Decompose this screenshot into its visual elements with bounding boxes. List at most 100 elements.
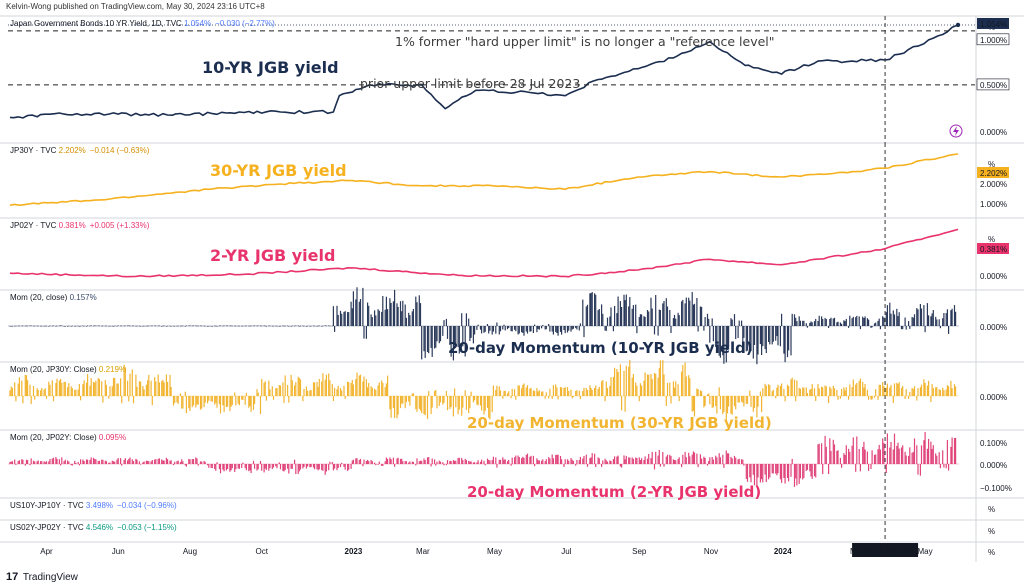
price-label[interactable]: 0.381% <box>977 243 1009 254</box>
momentum-bar <box>589 385 591 396</box>
momentum-bar <box>926 448 928 464</box>
price-label[interactable]: 2.000% <box>980 180 1007 189</box>
crosshair-time-label[interactable]: Thu 28 Mar '24 <box>852 543 919 557</box>
momentum-bar <box>703 456 705 464</box>
momentum-bar <box>43 389 45 396</box>
momentum-bar <box>70 326 72 327</box>
momentum-bar <box>624 396 626 412</box>
momentum-bar <box>641 458 643 464</box>
momentum-bar <box>275 464 277 467</box>
momentum-bar <box>752 396 754 412</box>
pane-legend-mom10[interactable]: Mom (20, close) 0.157% <box>10 293 97 302</box>
momentum-bar <box>638 317 640 326</box>
momentum-bar <box>331 383 333 396</box>
momentum-bar <box>728 326 730 348</box>
momentum-bar <box>390 459 392 464</box>
price-label[interactable]: 1.000% <box>976 33 1010 46</box>
momentum-bar <box>424 396 426 416</box>
momentum-bar <box>790 379 792 396</box>
momentum-bar <box>297 376 299 396</box>
price-label[interactable]: 1.000% <box>980 200 1007 209</box>
momentum-bar <box>339 310 342 326</box>
momentum-bar <box>387 459 389 464</box>
momentum-bar <box>188 459 190 464</box>
price-label[interactable]: 0.500% <box>976 78 1010 91</box>
momentum-bar <box>537 326 539 329</box>
momentum-bar <box>450 396 452 408</box>
momentum-bar <box>17 460 19 464</box>
momentum-bar <box>476 462 478 464</box>
momentum-bar <box>629 297 631 326</box>
momentum-bar <box>781 313 783 326</box>
momentum-bar <box>502 326 504 330</box>
momentum-bar <box>521 326 523 333</box>
pane-legend-us10jp10[interactable]: US10Y-JP10Y · TVC 3.498% −0.034 (−0.96%) <box>10 501 177 510</box>
momentum-bar <box>537 460 539 464</box>
momentum-bar <box>589 293 591 326</box>
price-label[interactable]: 1.054% <box>977 17 1009 29</box>
momentum-bar <box>793 464 796 487</box>
momentum-bar <box>321 326 323 327</box>
tradingview-brand[interactable]: 17 TradingView <box>6 571 78 583</box>
momentum-bar <box>404 304 406 326</box>
momentum-bar <box>606 461 609 464</box>
price-label[interactable]: 0.100% <box>980 439 1007 448</box>
price-label[interactable]: 0.000% <box>980 323 1007 332</box>
momentum-bar <box>344 396 346 399</box>
momentum-bar <box>563 464 565 467</box>
momentum-bar <box>329 380 331 396</box>
momentum-bar <box>658 368 660 396</box>
momentum-bar <box>646 458 649 464</box>
price-label[interactable]: 2.202% <box>977 167 1009 178</box>
momentum-bar <box>897 383 899 396</box>
momentum-bar <box>830 450 832 464</box>
momentum-bar <box>377 464 379 465</box>
price-label[interactable]: 0.000% <box>980 128 1007 137</box>
momentum-bar <box>458 396 460 410</box>
momentum-bar <box>529 326 531 332</box>
momentum-bar <box>431 458 433 464</box>
momentum-bar <box>430 396 432 414</box>
momentum-bar <box>741 459 743 464</box>
time-tick-label: Mar <box>416 547 430 556</box>
momentum-bar <box>502 396 504 399</box>
momentum-bar <box>552 326 554 335</box>
momentum-bar <box>597 310 599 326</box>
momentum-bar <box>902 445 904 464</box>
pane-legend-mom2[interactable]: Mom (20, JP02Y: Close) 0.095% <box>10 433 126 442</box>
lightning-icon[interactable] <box>949 124 963 138</box>
momentum-bar <box>161 459 163 464</box>
momentum-bar <box>639 383 641 396</box>
price-label-badge <box>977 243 1009 254</box>
momentum-bar <box>492 456 494 464</box>
momentum-bar <box>788 386 790 396</box>
momentum-bar <box>165 326 167 327</box>
pane-legend-mom30[interactable]: Mom (20, JP30Y: Close) 0.219% <box>10 365 126 374</box>
momentum-bar <box>621 396 623 411</box>
momentum-bar <box>89 459 91 464</box>
price-label[interactable]: 0.000% <box>980 272 1007 281</box>
pane-legend-jgb10[interactable]: Japan Government Bonds 10 YR Yield, 1D, … <box>10 19 275 28</box>
momentum-bar <box>14 459 16 464</box>
momentum-bar <box>786 464 789 478</box>
pane-legend-jgb2[interactable]: JP02Y · TVC 0.381% +0.005 (+1.33%) <box>10 221 150 230</box>
momentum-bar <box>601 304 603 326</box>
momentum-bar <box>52 457 55 464</box>
price-label[interactable]: 0.000% <box>980 393 1007 402</box>
pane-legend-jgb30[interactable]: JP30Y · TVC 2.202% −0.014 (−0.63%) <box>10 146 150 155</box>
momentum-bar <box>776 464 778 476</box>
momentum-bar <box>408 462 410 464</box>
momentum-bar <box>877 449 879 464</box>
momentum-bar <box>841 389 843 396</box>
momentum-bar <box>426 326 429 352</box>
momentum-bar <box>184 391 186 396</box>
momentum-bar <box>863 387 865 396</box>
price-label[interactable]: 0.000% <box>980 461 1007 470</box>
momentum-bar <box>71 464 73 466</box>
momentum-bar <box>331 462 333 464</box>
momentum-bar <box>181 459 183 464</box>
pane-legend-us02jp02[interactable]: US02Y-JP02Y · TVC 4.546% −0.053 (−1.15%) <box>10 523 177 532</box>
price-label[interactable]: −0.100% <box>980 484 1012 493</box>
momentum-bar <box>276 388 278 396</box>
